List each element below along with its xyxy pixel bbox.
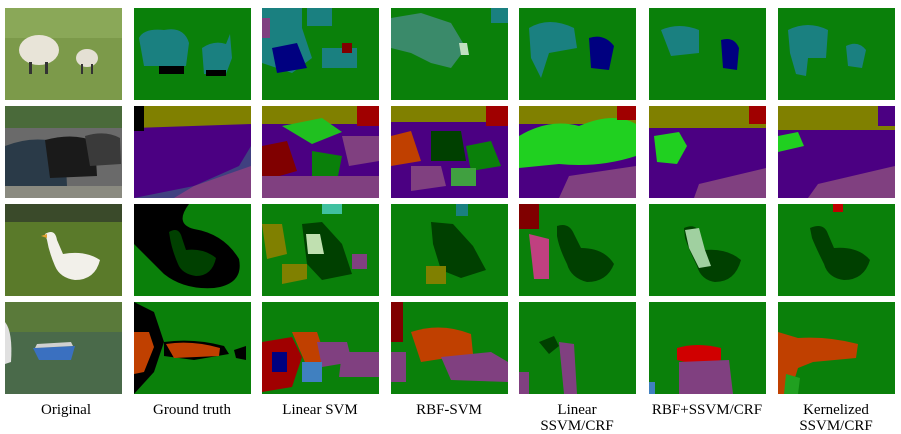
image-kernelized-ssvm-crf bbox=[778, 106, 895, 198]
image-kernelized-ssvm-crf bbox=[778, 204, 895, 296]
image-ground-truth bbox=[134, 106, 251, 198]
image-linear-ssvm-crf bbox=[519, 8, 636, 100]
image-rbf-svm bbox=[391, 204, 508, 296]
column-caption: Ground truth bbox=[153, 402, 231, 418]
captions: Original Ground truth Linear SVM RBF-SVM… bbox=[41, 402, 873, 434]
column-caption: Original bbox=[41, 402, 91, 418]
image-kernelized-ssvm-crf bbox=[778, 8, 895, 100]
page: {"columns": [ ["Original"], ["Ground tru… bbox=[0, 0, 901, 434]
image-linear-ssvm-crf bbox=[519, 106, 636, 198]
image-kernelized-ssvm-crf bbox=[778, 302, 895, 394]
image-ground-truth bbox=[134, 204, 251, 296]
image-linear-svm bbox=[262, 106, 379, 198]
column-caption: SSVM/CRF bbox=[799, 418, 872, 434]
column-caption: RBF+SSVM/CRF bbox=[652, 402, 762, 418]
image-rbf-ssvm-crf bbox=[649, 106, 766, 198]
image-original bbox=[5, 8, 127, 100]
image-rbf-svm bbox=[391, 106, 508, 198]
image-ground-truth bbox=[134, 302, 251, 394]
image-rbf-ssvm-crf bbox=[649, 302, 766, 394]
image-linear-svm bbox=[262, 204, 379, 296]
column-caption: Linear SVM bbox=[282, 402, 357, 418]
image-original bbox=[5, 302, 127, 394]
figure: Original Ground truth Linear SVM RBF-SVM… bbox=[0, 0, 901, 434]
image-linear-svm bbox=[262, 8, 379, 100]
column-caption: Linear bbox=[557, 402, 596, 418]
image-original bbox=[5, 204, 127, 296]
image-rbf-ssvm-crf bbox=[649, 8, 766, 100]
image-linear-ssvm-crf bbox=[519, 204, 636, 296]
image-original bbox=[5, 106, 127, 198]
image-rbf-svm bbox=[391, 8, 508, 100]
column-caption: SSVM/CRF bbox=[540, 418, 613, 434]
image-linear-ssvm-crf bbox=[519, 302, 636, 394]
image-ground-truth bbox=[134, 8, 251, 100]
column-caption: Kernelized bbox=[803, 402, 869, 418]
image-linear-svm bbox=[262, 302, 379, 394]
image-rbf-svm bbox=[391, 302, 508, 394]
column-caption: RBF-SVM bbox=[416, 402, 482, 418]
image-rbf-ssvm-crf bbox=[649, 204, 766, 296]
